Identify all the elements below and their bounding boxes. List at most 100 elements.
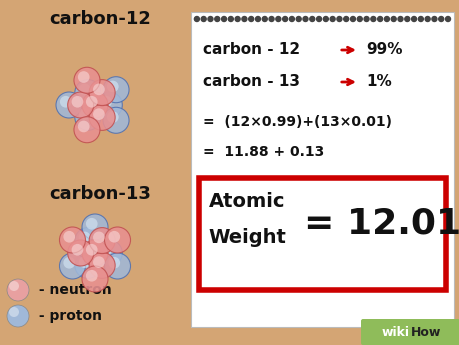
Circle shape bbox=[350, 17, 355, 21]
Circle shape bbox=[104, 253, 130, 279]
Circle shape bbox=[74, 67, 100, 93]
Circle shape bbox=[262, 17, 267, 21]
Circle shape bbox=[108, 257, 120, 269]
Circle shape bbox=[86, 218, 97, 230]
Circle shape bbox=[282, 17, 287, 21]
Circle shape bbox=[370, 17, 375, 21]
Circle shape bbox=[89, 105, 115, 130]
Text: - proton: - proton bbox=[34, 309, 102, 323]
Circle shape bbox=[108, 231, 120, 243]
Text: =  11.88 + 0.13: = 11.88 + 0.13 bbox=[202, 145, 324, 159]
Circle shape bbox=[289, 17, 294, 21]
Circle shape bbox=[75, 105, 101, 130]
Circle shape bbox=[103, 107, 129, 133]
Circle shape bbox=[63, 257, 75, 269]
FancyBboxPatch shape bbox=[360, 319, 459, 345]
Circle shape bbox=[255, 17, 260, 21]
Text: How: How bbox=[409, 325, 440, 338]
Circle shape bbox=[78, 71, 90, 83]
Circle shape bbox=[82, 266, 108, 292]
Text: carbon - 13: carbon - 13 bbox=[202, 74, 299, 89]
Circle shape bbox=[336, 17, 341, 21]
Circle shape bbox=[82, 92, 108, 118]
Circle shape bbox=[241, 17, 246, 21]
Circle shape bbox=[106, 111, 118, 123]
Circle shape bbox=[75, 80, 101, 106]
Circle shape bbox=[93, 256, 105, 268]
Circle shape bbox=[431, 17, 436, 21]
Circle shape bbox=[93, 231, 105, 243]
Circle shape bbox=[377, 17, 382, 21]
Circle shape bbox=[438, 17, 443, 21]
Circle shape bbox=[357, 17, 362, 21]
Text: =  (12×0.99)+(13×0.01): = (12×0.99)+(13×0.01) bbox=[202, 115, 391, 129]
Circle shape bbox=[404, 17, 409, 21]
Circle shape bbox=[214, 17, 219, 21]
Circle shape bbox=[194, 17, 199, 21]
Circle shape bbox=[82, 214, 108, 240]
Circle shape bbox=[89, 253, 115, 278]
Circle shape bbox=[59, 227, 85, 253]
Circle shape bbox=[72, 244, 83, 256]
Circle shape bbox=[207, 17, 213, 21]
Circle shape bbox=[390, 17, 395, 21]
Circle shape bbox=[330, 17, 335, 21]
Circle shape bbox=[302, 17, 308, 21]
Text: carbon-12: carbon-12 bbox=[49, 10, 151, 28]
Text: carbon-13: carbon-13 bbox=[49, 185, 151, 203]
Text: Atomic: Atomic bbox=[208, 192, 285, 211]
Circle shape bbox=[78, 108, 90, 120]
Circle shape bbox=[316, 17, 321, 21]
Circle shape bbox=[78, 256, 90, 268]
Circle shape bbox=[309, 17, 314, 21]
Text: Weight: Weight bbox=[208, 228, 286, 247]
Circle shape bbox=[67, 240, 94, 266]
Circle shape bbox=[248, 17, 253, 21]
Circle shape bbox=[74, 117, 100, 143]
Circle shape bbox=[106, 81, 118, 92]
Circle shape bbox=[104, 227, 130, 253]
Circle shape bbox=[235, 17, 240, 21]
Circle shape bbox=[93, 83, 105, 95]
FancyBboxPatch shape bbox=[198, 178, 445, 290]
Circle shape bbox=[411, 17, 416, 21]
Circle shape bbox=[86, 244, 97, 256]
Circle shape bbox=[59, 253, 85, 279]
Circle shape bbox=[201, 17, 206, 21]
Circle shape bbox=[60, 96, 72, 108]
Text: - neutron: - neutron bbox=[34, 283, 112, 297]
Circle shape bbox=[86, 96, 97, 108]
Circle shape bbox=[9, 307, 19, 317]
Text: 99%: 99% bbox=[365, 42, 402, 57]
Circle shape bbox=[9, 281, 19, 291]
Circle shape bbox=[100, 244, 112, 256]
Text: 1%: 1% bbox=[365, 74, 391, 89]
Text: = 12.01: = 12.01 bbox=[303, 206, 459, 240]
Circle shape bbox=[67, 92, 94, 118]
Circle shape bbox=[275, 17, 280, 21]
Circle shape bbox=[397, 17, 402, 21]
Circle shape bbox=[78, 83, 90, 95]
Circle shape bbox=[100, 96, 112, 108]
Circle shape bbox=[228, 17, 233, 21]
Circle shape bbox=[269, 17, 274, 21]
Circle shape bbox=[82, 240, 108, 266]
Circle shape bbox=[417, 17, 422, 21]
Circle shape bbox=[63, 231, 75, 243]
Circle shape bbox=[86, 270, 97, 282]
Circle shape bbox=[89, 80, 115, 106]
Circle shape bbox=[7, 305, 29, 327]
Circle shape bbox=[96, 92, 122, 118]
Circle shape bbox=[363, 17, 368, 21]
FancyBboxPatch shape bbox=[190, 12, 453, 327]
Circle shape bbox=[323, 17, 328, 21]
Circle shape bbox=[56, 92, 82, 118]
Circle shape bbox=[78, 231, 90, 243]
Circle shape bbox=[93, 108, 105, 120]
Circle shape bbox=[296, 17, 301, 21]
Circle shape bbox=[78, 121, 90, 132]
Circle shape bbox=[89, 228, 115, 254]
Circle shape bbox=[75, 253, 101, 278]
Circle shape bbox=[221, 17, 226, 21]
Circle shape bbox=[96, 240, 122, 266]
